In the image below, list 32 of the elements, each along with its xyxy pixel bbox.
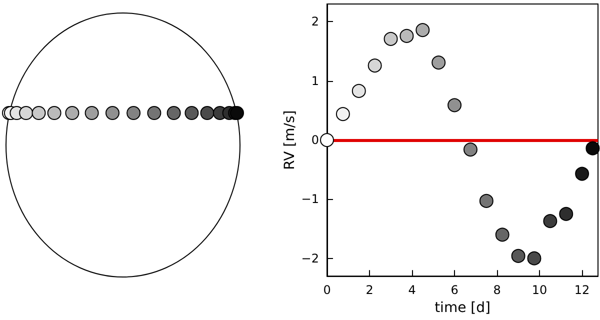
point xyxy=(432,56,446,70)
y-tick-label: −1 xyxy=(301,192,319,206)
point xyxy=(559,206,574,221)
x-tick-label: 6 xyxy=(450,283,458,298)
point xyxy=(463,142,478,157)
y-axis-title: RV [m/s] xyxy=(282,110,298,170)
point xyxy=(400,28,414,43)
point xyxy=(448,98,462,112)
point xyxy=(495,228,510,242)
point xyxy=(336,107,350,122)
y-tick-label: 2 xyxy=(311,14,319,29)
y-tick-label: −2 xyxy=(301,251,319,266)
x-tick-label: 8 xyxy=(493,283,501,298)
point xyxy=(586,141,600,156)
point xyxy=(479,194,494,208)
x-tick-label: 2 xyxy=(366,283,374,298)
x-tick-label: 10 xyxy=(532,283,548,298)
x-tick-label: 0 xyxy=(323,283,331,298)
point xyxy=(575,166,590,181)
x-tick-label: 12 xyxy=(574,283,590,298)
point xyxy=(416,23,430,38)
y-tick-label: 1 xyxy=(311,74,319,88)
x-tick-label: 4 xyxy=(408,283,416,298)
x-axis-title: time [d] xyxy=(434,300,490,316)
point xyxy=(384,32,398,46)
point xyxy=(320,133,334,148)
y-tick-label: 0 xyxy=(311,133,319,148)
point xyxy=(543,214,558,228)
point xyxy=(511,248,526,263)
point xyxy=(368,58,382,73)
point xyxy=(527,251,542,266)
point xyxy=(352,84,366,98)
